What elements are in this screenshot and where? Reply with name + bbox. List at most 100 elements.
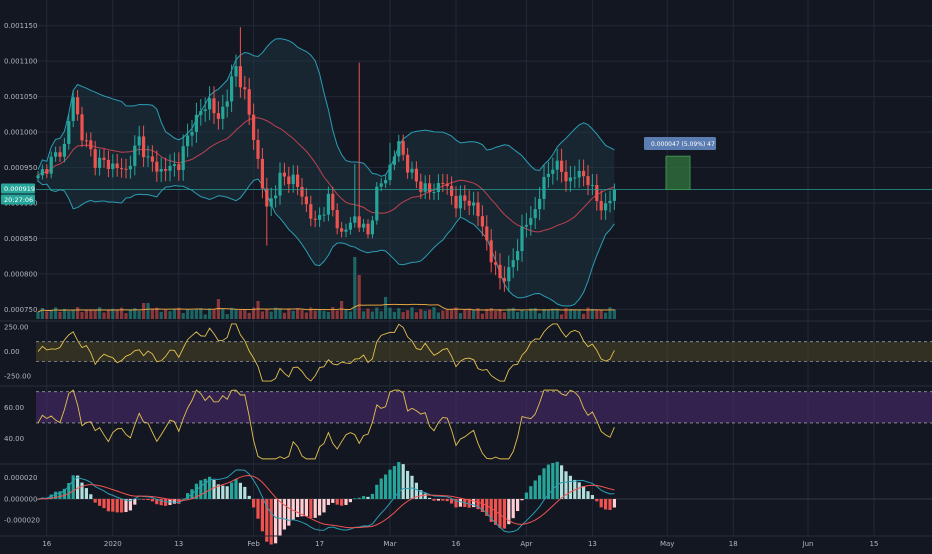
candle-body [278, 172, 282, 196]
time-axis-tick-label: Jun [802, 540, 814, 548]
candle-body [177, 164, 181, 171]
candle-body [604, 203, 608, 211]
macd-hist-bar [89, 494, 93, 499]
macd-hist-bar [282, 498, 286, 530]
volume-bar [260, 311, 264, 319]
macd-hist-bar [260, 498, 264, 532]
volume-bar [230, 307, 234, 319]
macd-hist-bar [80, 482, 84, 499]
volume-bar [287, 308, 291, 319]
macd-hist-bar [313, 498, 317, 518]
candle-body [247, 89, 251, 115]
price-axis-tick-label: 0.000850 [4, 235, 37, 243]
volume-bar [62, 308, 66, 319]
macd-hist-bar [177, 498, 181, 504]
macd-hist-bar [155, 498, 159, 505]
candle-body [208, 98, 212, 110]
candle-body [274, 195, 278, 199]
volume-bar [498, 309, 502, 319]
volume-bar [238, 310, 242, 319]
macd-hist-bar [221, 485, 225, 499]
candle-body [397, 141, 401, 157]
volume-bar [106, 310, 110, 319]
candle-body [428, 183, 432, 193]
volume-bar [128, 309, 132, 319]
volume-bar [54, 307, 58, 319]
macd-axis-tick-label: 0.000000 [4, 495, 37, 503]
candle-body [370, 220, 374, 235]
volume-bar [472, 310, 476, 319]
volume-bar [436, 312, 440, 319]
candle-body [507, 267, 511, 282]
bollinger-lower-line [37, 178, 615, 307]
macd-line [37, 469, 615, 533]
volume-bar [384, 297, 388, 319]
volume-bar [516, 311, 520, 319]
measure-label: 0.000047 (5.09%) 47 [651, 141, 715, 148]
volume-bar [115, 310, 119, 319]
macd-hist-bar [164, 498, 168, 506]
volume-bar [80, 311, 84, 319]
macd-hist-bar [441, 498, 445, 501]
macd-histogram [36, 461, 616, 545]
volume-bar [463, 309, 467, 319]
candle-body [84, 140, 88, 142]
macd-hist-bar [291, 498, 295, 520]
candle-body [432, 192, 436, 194]
macd-hist-bar [340, 498, 344, 506]
macd-hist-bar [304, 498, 308, 517]
candle-body [568, 177, 572, 182]
macd-hist-bar [397, 462, 401, 499]
macd-hist-bar [102, 498, 106, 509]
macd-hist-bar [216, 484, 220, 499]
volume-bar [467, 308, 471, 319]
volume-bar [256, 301, 260, 319]
macd-hist-bar [335, 498, 339, 505]
time-axis-tick-label: 16 [42, 540, 51, 548]
candle-body [485, 226, 489, 241]
volume-bar [93, 310, 97, 319]
candle-body [287, 176, 291, 185]
price-axis-tick-label: 0.001050 [4, 93, 37, 101]
last-price-label: 0.000919 [4, 185, 35, 193]
candle-body [529, 218, 533, 225]
candle-body [111, 163, 115, 169]
macd-hist-bar [49, 494, 53, 499]
candle-body [36, 175, 40, 179]
macd-hist-bar [186, 493, 190, 499]
candle-body [524, 224, 528, 227]
macd-hist-bar [71, 475, 75, 499]
volume-ma-line [37, 303, 615, 313]
candle-body [564, 171, 568, 182]
candle-body [375, 186, 379, 221]
macd-hist-bar [485, 498, 489, 516]
candle-body [542, 176, 546, 199]
macd-hist-bar [529, 486, 533, 499]
volume-bar [58, 311, 62, 319]
volume-bar [199, 308, 203, 319]
volume-bar [313, 310, 317, 319]
candle-body [146, 156, 150, 158]
candle-body [595, 184, 599, 201]
volume-bar [524, 310, 528, 319]
macd-hist-bar [428, 497, 432, 499]
countdown-label: 20:27:06 [4, 196, 33, 204]
candle-body [296, 174, 300, 187]
volume-bar [520, 309, 524, 319]
volume-bar [370, 311, 374, 319]
macd-hist-bar [366, 496, 370, 499]
volume-bar [397, 308, 401, 319]
volume-bar [529, 308, 533, 319]
macd-hist-bar [511, 498, 515, 519]
candle-body [489, 240, 493, 263]
candle-body [546, 173, 550, 177]
macd-hist-bar [546, 464, 550, 499]
volume-bar [441, 310, 445, 319]
candle-body [128, 165, 132, 170]
volume-bar [485, 308, 489, 319]
volume-bars [36, 257, 616, 319]
volume-bar [221, 308, 225, 319]
macd-hist-bar [76, 475, 80, 499]
macd-axis-tick-label: 0.000020 [4, 474, 37, 482]
